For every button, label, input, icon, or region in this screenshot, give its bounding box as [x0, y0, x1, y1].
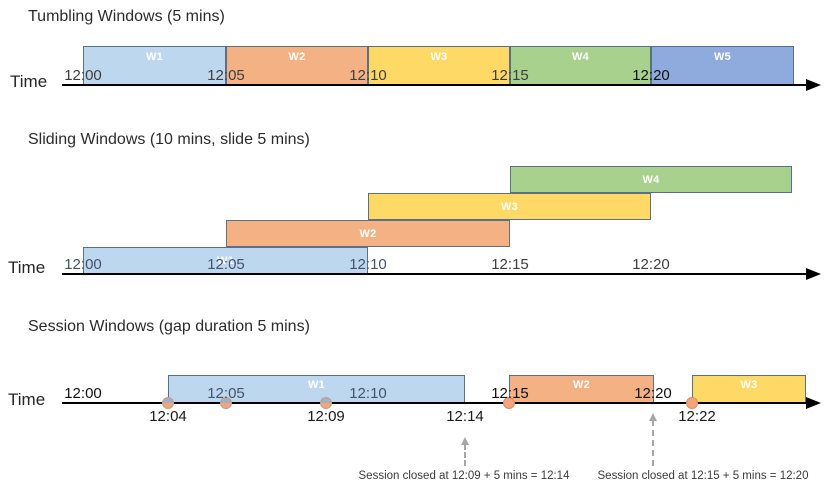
time-axis-label: Time	[10, 72, 48, 91]
time-axis-label: Time	[8, 390, 46, 409]
window-box-sliding-w2: W2	[226, 220, 510, 247]
window-box-tumbling-w1: W1	[83, 46, 226, 85]
window-label: W1	[216, 254, 235, 267]
session-close-arrow	[464, 444, 466, 466]
tick-label: 12:15	[491, 385, 529, 402]
tick-label: 12:15	[491, 67, 529, 84]
event-dot	[320, 397, 332, 409]
window-box-sliding-w4: W4	[510, 166, 792, 193]
axis-arrowhead-icon	[806, 397, 821, 409]
window-label: W1	[145, 50, 164, 63]
tick-label: 12:20	[632, 67, 670, 84]
event-time-label: 12:22	[678, 408, 716, 425]
section-title-session: Session Windows (gap duration 5 mins)	[28, 318, 310, 335]
tick-label: 12:05	[207, 385, 245, 402]
event-time-label: 12:09	[307, 408, 345, 425]
window-box-sliding-w3: W3	[368, 193, 651, 220]
window-label: W2	[359, 227, 377, 240]
event-dot	[162, 397, 174, 409]
axis-arrowhead-icon	[806, 79, 821, 91]
window-label: W3	[740, 379, 758, 391]
window-label: W4	[571, 50, 590, 63]
tick-label: 12:00	[64, 256, 102, 273]
window-label: W2	[288, 50, 306, 63]
time-axis-line	[62, 273, 808, 275]
session-close-caption: Session closed at 12:15 + 5 mins = 12:20	[597, 470, 809, 482]
window-box-tumbling-w3: W3	[368, 46, 510, 85]
section-title-sliding: Sliding Windows (10 mins, slide 5 mins)	[28, 131, 310, 148]
tick-label: 12:20	[632, 256, 670, 273]
window-label: W3	[430, 50, 448, 63]
window-label: W4	[642, 173, 660, 186]
window-box-tumbling-w5: W5	[651, 46, 794, 85]
event-dot	[220, 397, 232, 409]
window-label: W5	[713, 50, 732, 63]
tick-label: 12:10	[349, 385, 387, 402]
window-box-sliding-w1: W1	[83, 247, 368, 274]
window-label: W3	[500, 200, 519, 213]
tick-label: 12:05	[207, 256, 245, 273]
event-dot	[686, 397, 698, 409]
time-axis-label: Time	[8, 258, 46, 277]
tick-label: 12:20	[634, 385, 672, 402]
arrow-up-icon	[460, 437, 469, 445]
window-box-session-w3: W3	[692, 375, 806, 403]
tick-label: 12:10	[349, 67, 387, 84]
arrow-up-icon	[648, 413, 657, 421]
window-box-session-w1: W1	[168, 375, 465, 403]
session-close-arrow	[652, 420, 654, 466]
tick-label: 12:05	[207, 67, 245, 84]
event-time-label: 12:14	[446, 408, 484, 425]
tick-label: 12:00	[64, 67, 102, 84]
tick-label: 12:10	[349, 256, 387, 273]
event-dot	[503, 397, 515, 409]
tick-label: 12:15	[491, 256, 529, 273]
window-label: W2	[572, 379, 591, 391]
event-time-label: 12:04	[149, 408, 187, 425]
tick-label: 12:00	[64, 385, 102, 402]
session-close-caption: Session closed at 12:09 + 5 mins = 12:14	[358, 470, 570, 482]
axis-arrowhead-icon	[806, 268, 821, 280]
time-axis-line	[62, 402, 808, 404]
section-title-tumbling: Tumbling Windows (5 mins)	[28, 8, 225, 25]
time-axis-line	[62, 84, 808, 86]
window-label: W1	[307, 379, 326, 391]
